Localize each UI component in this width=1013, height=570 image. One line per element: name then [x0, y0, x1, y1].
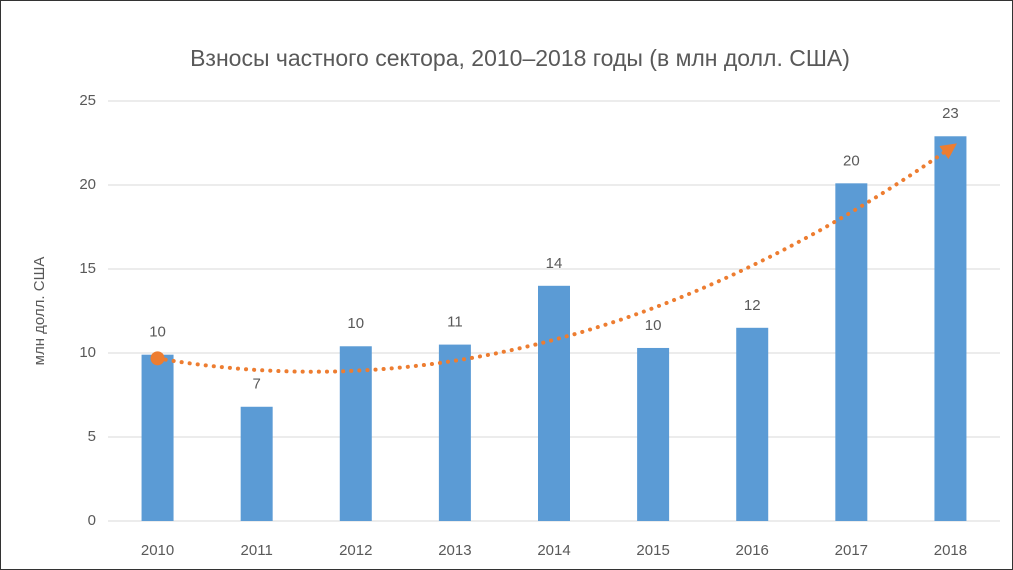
- x-tick-label: 2010: [141, 542, 174, 559]
- trendline-start: [150, 351, 165, 366]
- y-tick-label: 20: [79, 176, 96, 193]
- bar: [934, 136, 967, 521]
- y-tick-label: 5: [88, 428, 96, 445]
- bar: [438, 344, 471, 521]
- y-tick-label: 10: [79, 344, 96, 361]
- bar: [736, 327, 769, 521]
- bar: [141, 354, 174, 521]
- x-tick-label: 2011: [241, 542, 273, 559]
- data-label: 10: [149, 324, 166, 341]
- bar: [339, 346, 372, 521]
- y-tick-label: 0: [88, 512, 96, 529]
- y-tick-label: 25: [79, 92, 96, 109]
- bar: [538, 285, 570, 521]
- x-tick-label: 2017: [835, 542, 868, 559]
- x-tick-label: 2012: [339, 542, 372, 559]
- y-axis-label: млн долл. США: [31, 257, 48, 366]
- data-label: 12: [744, 297, 761, 314]
- x-tick-label: 2015: [636, 542, 669, 559]
- data-label: 11: [447, 314, 463, 331]
- data-label: 20: [843, 152, 860, 169]
- data-label: 14: [546, 255, 563, 272]
- bar: [637, 347, 670, 521]
- x-tick-label: 2018: [934, 542, 967, 559]
- data-label: 10: [645, 317, 662, 334]
- data-label: 23: [942, 105, 959, 122]
- bar: [240, 406, 273, 521]
- y-tick-label: 15: [79, 260, 96, 277]
- data-label: 7: [252, 376, 260, 393]
- chart-title: Взносы частного сектора, 2010–2018 годы …: [190, 45, 850, 71]
- data-label: 10: [347, 315, 364, 332]
- x-tick-label: 2014: [537, 542, 570, 559]
- x-tick-label: 2016: [736, 542, 769, 559]
- bar: [835, 183, 868, 521]
- x-tick-label: 2013: [438, 542, 471, 559]
